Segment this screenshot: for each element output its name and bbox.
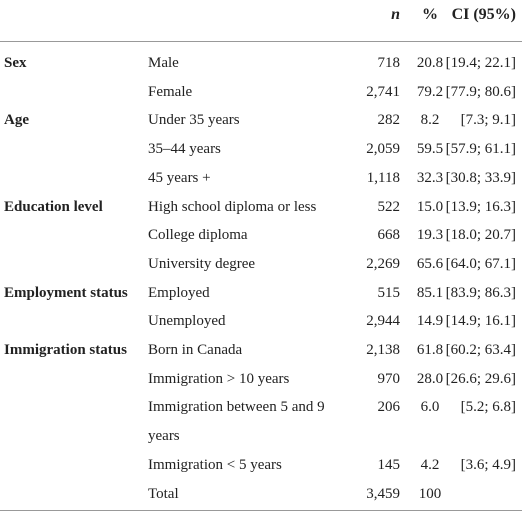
row-label: Born in Canada xyxy=(148,342,243,358)
cell-n: 145 xyxy=(377,456,401,473)
cell-percent: 6.0 xyxy=(420,399,440,416)
cell-ci: [5.2; 6.8] xyxy=(460,399,516,416)
cell-percent: 14.9 xyxy=(416,313,444,330)
row-label: 45 years + xyxy=(148,169,211,186)
row-label: 35–44 years xyxy=(148,141,221,158)
cell-ci: [64.0; 67.1] xyxy=(445,255,516,272)
cell-ci: [7.3; 9.1] xyxy=(460,112,516,129)
cell-n: 206 xyxy=(377,399,401,416)
cell-ci: [30.8; 33.9] xyxy=(445,169,516,186)
row-label: Male xyxy=(148,55,179,71)
cell-n: 2,138 xyxy=(366,342,400,358)
row-group: Immigration status xyxy=(4,342,127,358)
cell-percent: 28.0 xyxy=(416,370,444,387)
cell-n: 2,059 xyxy=(366,141,400,158)
row-label: Employed xyxy=(148,284,210,301)
cell-ci: [19.4; 22.1] xyxy=(445,55,516,71)
cell-percent: 20.8 xyxy=(416,55,444,71)
cell-n: 3,459 xyxy=(366,485,400,502)
header-percent: % xyxy=(422,6,438,23)
cell-n: 515 xyxy=(377,284,401,301)
row-group: Employment status xyxy=(4,284,128,301)
row-label: University degree xyxy=(148,255,256,272)
cell-percent: 79.2 xyxy=(416,83,444,100)
cell-percent: 4.2 xyxy=(420,456,440,473)
row-label: Under 35 years xyxy=(148,112,240,129)
cell-ci: [3.6; 4.9] xyxy=(460,456,516,473)
cell-ci: [83.9; 86.3] xyxy=(445,284,516,301)
cell-ci: [77.9; 80.6] xyxy=(445,83,516,100)
cell-percent: 32.3 xyxy=(416,169,444,186)
cell-n: 522 xyxy=(377,198,401,215)
cell-percent: 100 xyxy=(418,485,442,502)
cell-ci: [18.0; 20.7] xyxy=(445,227,516,244)
row-label: Female xyxy=(148,83,193,100)
cell-percent: 61.8 xyxy=(416,342,444,358)
cell-percent: 19.3 xyxy=(416,227,444,244)
cell-percent: 65.6 xyxy=(416,255,444,272)
cell-ci: [14.9; 16.1] xyxy=(445,313,516,330)
cell-percent: 8.2 xyxy=(420,112,440,129)
cell-n: 2,741 xyxy=(366,83,400,100)
row-label: College diploma xyxy=(148,227,248,244)
cell-percent: 59.5 xyxy=(416,141,444,158)
cell-ci: [60.2; 63.4] xyxy=(445,342,516,358)
cell-n: 718 xyxy=(377,55,401,71)
cell-ci: [57.9; 61.1] xyxy=(445,141,516,158)
cell-n: 970 xyxy=(377,370,401,387)
row-label: Total xyxy=(148,485,179,502)
cell-n: 282 xyxy=(377,112,401,129)
header-n: n xyxy=(391,6,400,23)
row-group: Sex xyxy=(4,55,27,71)
row-group: Education level xyxy=(4,198,103,215)
cell-percent: 85.1 xyxy=(416,284,444,301)
cell-ci: [13.9; 16.3] xyxy=(445,198,516,215)
row-label: Unemployed xyxy=(148,313,226,330)
cell-percent: 15.0 xyxy=(416,198,444,215)
cell-n: 2,944 xyxy=(366,313,400,330)
cell-n: 1,118 xyxy=(366,169,400,186)
cell-ci: [26.6; 29.6] xyxy=(445,370,516,387)
header-ci: CI (95%) xyxy=(451,6,516,23)
cell-n: 2,269 xyxy=(366,255,400,272)
row-group: Age xyxy=(4,112,29,129)
cell-n: 668 xyxy=(377,227,401,244)
row-label: Immigration between 5 and 9 years xyxy=(148,399,325,445)
row-label: Immigration > 10 years xyxy=(148,370,290,387)
row-label: High school diploma or less xyxy=(148,198,317,215)
bottom-rule xyxy=(0,510,522,511)
row-label: Immigration < 5 years xyxy=(148,456,282,473)
header-rule xyxy=(0,41,522,42)
